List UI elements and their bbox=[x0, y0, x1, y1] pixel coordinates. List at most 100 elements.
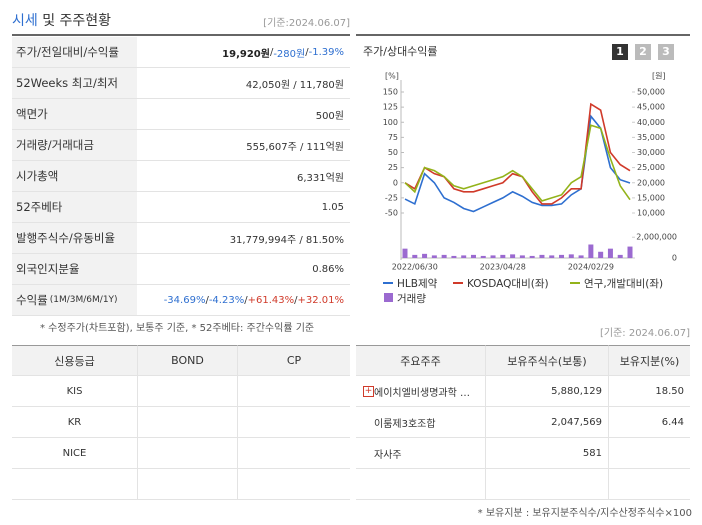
y-tick-label: 25 bbox=[388, 163, 398, 172]
series-line bbox=[404, 114, 631, 213]
volume-bar bbox=[470, 254, 476, 258]
volume-bar bbox=[598, 251, 604, 258]
title-main: 시세 bbox=[12, 13, 38, 29]
label: 수익률 bbox=[16, 293, 48, 307]
header-cell: 보유주식수(보통) bbox=[485, 345, 608, 376]
note: * 수정주가(차트포함), 보통주 기준, * 52주베타: 주간수익률 기준 bbox=[40, 323, 315, 334]
cell-text: KR bbox=[67, 416, 82, 428]
value: +61.43% bbox=[247, 294, 295, 306]
cell-text: 6.44 bbox=[661, 416, 684, 428]
cell-text: 2,047,569 bbox=[551, 416, 602, 428]
table-cell: 5,880,129 bbox=[485, 376, 608, 407]
x-tick-label: 2022/06/30 bbox=[392, 263, 438, 272]
volume-bar bbox=[539, 254, 545, 258]
cell-text: 5,880,129 bbox=[551, 385, 602, 397]
volume-bar bbox=[578, 255, 584, 258]
y2-tick-label: 45,000 bbox=[637, 103, 665, 112]
table-cell: 에이치엘비생명과학 … bbox=[356, 376, 485, 407]
expand-icon[interactable]: + bbox=[363, 386, 374, 397]
label: 액면가 bbox=[16, 107, 48, 121]
tab[interactable]: 2 bbox=[635, 44, 651, 60]
row-value: 0.86% bbox=[137, 254, 350, 285]
y-unit: [%] bbox=[385, 72, 399, 81]
value: / bbox=[294, 294, 298, 306]
y-tick-label: 125 bbox=[383, 103, 398, 112]
label: 거래량/거래대금 bbox=[16, 138, 94, 152]
label: 발행주식수/유동비율 bbox=[16, 231, 116, 245]
value: 19,920원 bbox=[222, 48, 270, 60]
y2-tick-label: 30,000 bbox=[637, 148, 665, 157]
table-cell: 자사주 bbox=[356, 438, 485, 469]
row-label: 수익률 (1M/3M/6M/1Y) bbox=[12, 285, 137, 316]
table-cell bbox=[137, 376, 237, 407]
y2-tick-label: 15,000 bbox=[637, 193, 665, 202]
legend-swatch bbox=[453, 282, 463, 284]
table-cell: 이룸제3호조합 bbox=[356, 407, 485, 438]
legend-label: 거래량 bbox=[397, 293, 426, 305]
header-cell: CP bbox=[237, 345, 350, 376]
label-sub: (1M/3M/6M/1Y) bbox=[49, 295, 118, 305]
value: 31,779,994주 / 81.50% bbox=[229, 234, 344, 246]
y-tick-label: -25 bbox=[385, 193, 398, 202]
label: 52주베타 bbox=[16, 200, 63, 214]
row-label: 52주베타 bbox=[12, 192, 137, 223]
value: -34.69% bbox=[163, 294, 206, 306]
section-title: 시세 및 주주현황 bbox=[12, 10, 111, 30]
header-cell: 보유지분(%) bbox=[608, 345, 690, 376]
value: 555,607주 / 111억원 bbox=[246, 141, 344, 153]
row-value: 555,607주 / 111억원 bbox=[137, 130, 350, 161]
title-rest: 및 주주현황 bbox=[37, 13, 112, 29]
value: -1.39% bbox=[308, 46, 344, 58]
row-label: 주가/전일대비/수익률 bbox=[12, 37, 137, 68]
table-cell bbox=[137, 469, 237, 500]
row-label: 외국인지분율 bbox=[12, 254, 137, 285]
header-cell: 주요주주 bbox=[356, 345, 485, 376]
table-cell bbox=[608, 438, 690, 469]
x-tick-label: 2024/02/29 bbox=[568, 263, 614, 272]
table-cell bbox=[137, 407, 237, 438]
y-tick-label: 0 bbox=[393, 178, 398, 187]
chart: 주가/상대수익률 [%] [원] 150 125 100 75 50 25 0 -25 -50 50,0… bbox=[363, 45, 677, 272]
volume-bar bbox=[441, 254, 447, 258]
y-tick-label: 50 bbox=[388, 148, 398, 157]
rule bbox=[12, 34, 350, 36]
volume-bar bbox=[402, 248, 408, 258]
cell-text: 18.50 bbox=[655, 385, 684, 397]
cell-text: 보유주식수(보통) bbox=[507, 354, 587, 368]
row-value: 500원 bbox=[137, 99, 350, 130]
table-cell bbox=[608, 469, 690, 500]
legend-swatch bbox=[383, 282, 393, 284]
row-label: 시가총액 bbox=[12, 161, 137, 192]
note: * 보유지분 : 보유지분주식수/지수산정주식수×100 bbox=[477, 508, 692, 519]
cell-text: BOND bbox=[171, 354, 204, 367]
table-cell: 2,047,569 bbox=[485, 407, 608, 438]
table-cell bbox=[356, 469, 485, 500]
volume-bar bbox=[627, 246, 633, 258]
cell-text: 에이치엘비생명과학 … bbox=[374, 387, 470, 399]
volume-bar bbox=[451, 255, 457, 258]
table-cell: 18.50 bbox=[608, 376, 690, 407]
cell-text: 신용등급 bbox=[54, 354, 95, 368]
table-cell bbox=[12, 469, 137, 500]
tab[interactable]: 1 bbox=[612, 44, 628, 60]
cell-text: CP bbox=[286, 354, 302, 367]
table-cell: KR bbox=[12, 407, 137, 438]
value: 0.86% bbox=[312, 263, 344, 275]
row-value: 31,779,994주 / 81.50% bbox=[137, 223, 350, 254]
value: 42,050원 / 11,780원 bbox=[245, 79, 344, 91]
volume-bar bbox=[431, 255, 437, 258]
cell-text: 이룸제3호조합 bbox=[374, 418, 436, 430]
row-label: 액면가 bbox=[12, 99, 137, 130]
value: -4.23% bbox=[208, 294, 245, 306]
label: 52Weeks 최고/최저 bbox=[16, 76, 118, 90]
rule bbox=[356, 34, 690, 36]
value: 6,331억원 bbox=[296, 172, 344, 184]
volume-bar bbox=[422, 253, 428, 258]
volume-bar bbox=[412, 254, 418, 258]
y-tick-label: 75 bbox=[388, 133, 398, 142]
value: +32.01% bbox=[297, 294, 344, 306]
table-cell: 581 bbox=[485, 438, 608, 469]
label: 외국인지분율 bbox=[16, 262, 80, 276]
tab[interactable]: 3 bbox=[658, 44, 674, 60]
